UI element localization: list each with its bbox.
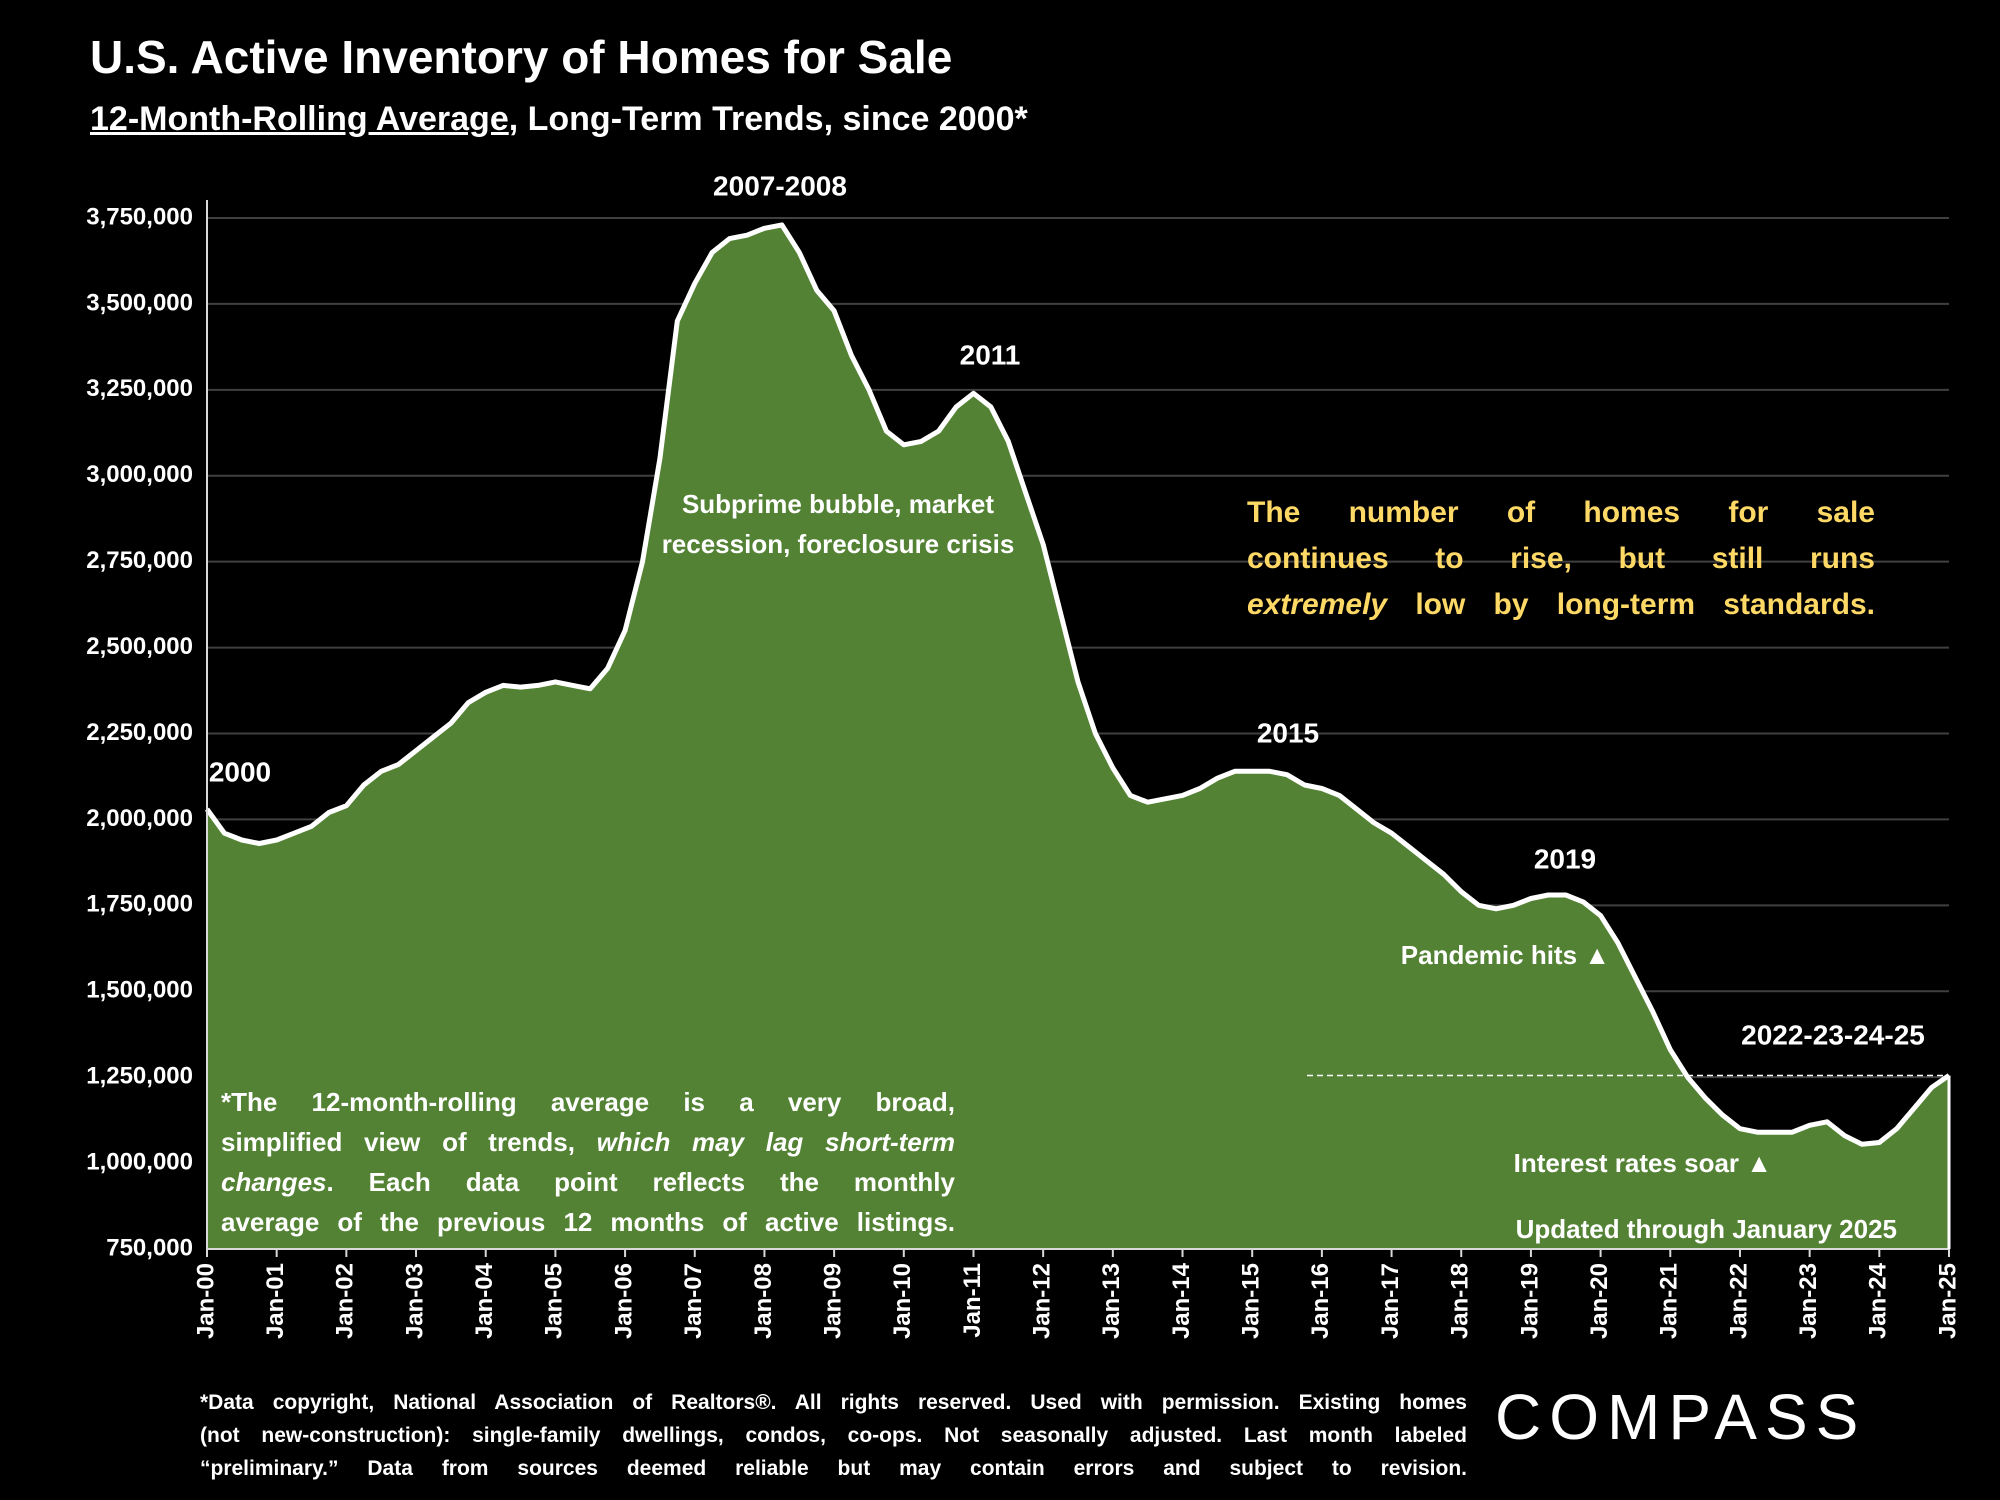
y-tick-label: 2,750,000 — [86, 547, 193, 574]
x-tick-label: Jan-21 — [1656, 1263, 1683, 1339]
annotation: Interest rates soar ▲ — [1514, 1148, 1772, 1178]
x-tick-label: Jan-18 — [1447, 1263, 1474, 1339]
text-segment: continues to rise, but still runs — [1247, 542, 1875, 575]
line — [204, 222, 1951, 1147]
y-tick-label: 1,250,000 — [86, 1063, 193, 1090]
text-segment: simplified view of trends, — [221, 1127, 597, 1157]
title: U.S. Active Inventory of Homes for Sale — [90, 31, 953, 83]
x-tick-label: Jan-00 — [192, 1263, 219, 1339]
footnote-box: *The 12-month-rolling average is a very … — [221, 1082, 955, 1242]
x-tick-label: Jan-15 — [1238, 1263, 1265, 1339]
text-segment: *The 12-month-rolling average is a very … — [221, 1087, 955, 1117]
text-line: extremely low by long-term standards. — [1247, 582, 1875, 628]
x-tick-label: Jan-03 — [401, 1263, 428, 1339]
x-tick-label: Jan-12 — [1029, 1263, 1056, 1339]
text-line: simplified view of trends, which may lag… — [221, 1122, 955, 1162]
annotation: 2007-2008 — [713, 170, 847, 201]
x-tick-label: Jan-22 — [1725, 1263, 1752, 1339]
source-line: “preliminary.” Data from sources deemed … — [200, 1457, 1467, 1480]
y-tick-label: 1,500,000 — [86, 977, 193, 1004]
annotation: Updated through January 2025 — [1516, 1214, 1897, 1244]
text-segment: changes — [221, 1167, 327, 1197]
y-tick-label: 3,500,000 — [86, 289, 193, 316]
subtitle-underlined: 12-Month-Rolling Average — [90, 100, 509, 138]
x-tick-label: Jan-23 — [1795, 1263, 1822, 1339]
y-tick-label: 3,250,000 — [86, 375, 193, 402]
text-segment: low by long-term standards. — [1387, 588, 1875, 621]
x-tick-label: Jan-16 — [1307, 1263, 1334, 1339]
annotation: Subprime bubble, market — [682, 489, 994, 519]
x-tick-label: Jan-08 — [750, 1263, 777, 1339]
source-line: (not new-construction): single-family dw… — [200, 1424, 1467, 1447]
annotation: 2019 — [1534, 843, 1596, 874]
y-tick-label: 750,000 — [106, 1234, 193, 1261]
y-tick-label: 3,750,000 — [86, 203, 193, 230]
y-tick-label: 2,500,000 — [86, 633, 193, 660]
x-tick-label: Jan-14 — [1168, 1262, 1195, 1339]
x-tick-label: Jan-13 — [1098, 1263, 1125, 1339]
x-tick-label: Jan-10 — [889, 1263, 916, 1339]
x-tick-label: Jan-19 — [1516, 1263, 1543, 1339]
y-tick-label: 1,000,000 — [86, 1148, 193, 1175]
x-tick-label: Jan-01 — [262, 1263, 289, 1339]
text-line: average of the previous 12 months of act… — [221, 1202, 955, 1242]
source-line: *Data copyright, National Association of… — [200, 1391, 1467, 1414]
annotation: 2022-23-24-25 — [1741, 1019, 1925, 1050]
text-segment: extremely — [1247, 588, 1388, 621]
x-tick-label: Jan-24 — [1865, 1262, 1892, 1339]
y-tick-label: 2,250,000 — [86, 719, 193, 746]
annotation: recession, foreclosure crisis — [662, 529, 1015, 559]
x-tick-label: Jan-09 — [819, 1263, 846, 1339]
source-note: *Data copyright, National Association of… — [200, 1386, 1467, 1485]
y-tick-label: 1,750,000 — [86, 891, 193, 918]
x-tick-label: Jan-17 — [1377, 1263, 1404, 1339]
area — [207, 224, 1949, 1249]
text-segment: The number of homes for sale — [1247, 496, 1875, 529]
x-tick-label: Jan-25 — [1934, 1263, 1961, 1339]
y-tick-label: 3,000,000 — [86, 461, 193, 488]
x-tick-label: Jan-04 — [471, 1262, 498, 1339]
text-line: The number of homes for sale — [1247, 490, 1875, 536]
text-segment: average of the previous 12 months of act… — [221, 1207, 955, 1237]
subtitle: 12-Month-Rolling Average, Long-Term Tren… — [90, 100, 1028, 139]
x-tick-label: Jan-07 — [680, 1263, 707, 1339]
y-tick-label: 2,000,000 — [86, 805, 193, 832]
text-segment: . Each data point reflects the monthly — [326, 1167, 956, 1197]
x-tick-label: Jan-06 — [610, 1263, 637, 1339]
logo: COMPASS — [1495, 1381, 1867, 1453]
subtitle-rest: , Long-Term Trends, since 2000* — [508, 100, 1028, 138]
x-tick-label: Jan-02 — [332, 1263, 359, 1339]
text-line: *The 12-month-rolling average is a very … — [221, 1082, 955, 1122]
annotation: Pandemic hits ▲ — [1401, 940, 1610, 970]
x-tick-label: Jan-20 — [1586, 1263, 1613, 1339]
annotation: 2000 — [209, 756, 271, 787]
x-tick-label: Jan-05 — [541, 1263, 568, 1339]
text-line: continues to rise, but still runs — [1247, 536, 1875, 582]
annotation: 2011 — [960, 339, 1021, 370]
text-line: changes. Each data point reflects the mo… — [221, 1162, 955, 1202]
text-segment: which may lag short-term — [596, 1127, 955, 1157]
x-tick-label: Jan-11 — [959, 1263, 986, 1338]
callout: The number of homes for sale continues to… — [1247, 490, 1875, 628]
annotation: 2015 — [1257, 717, 1319, 748]
